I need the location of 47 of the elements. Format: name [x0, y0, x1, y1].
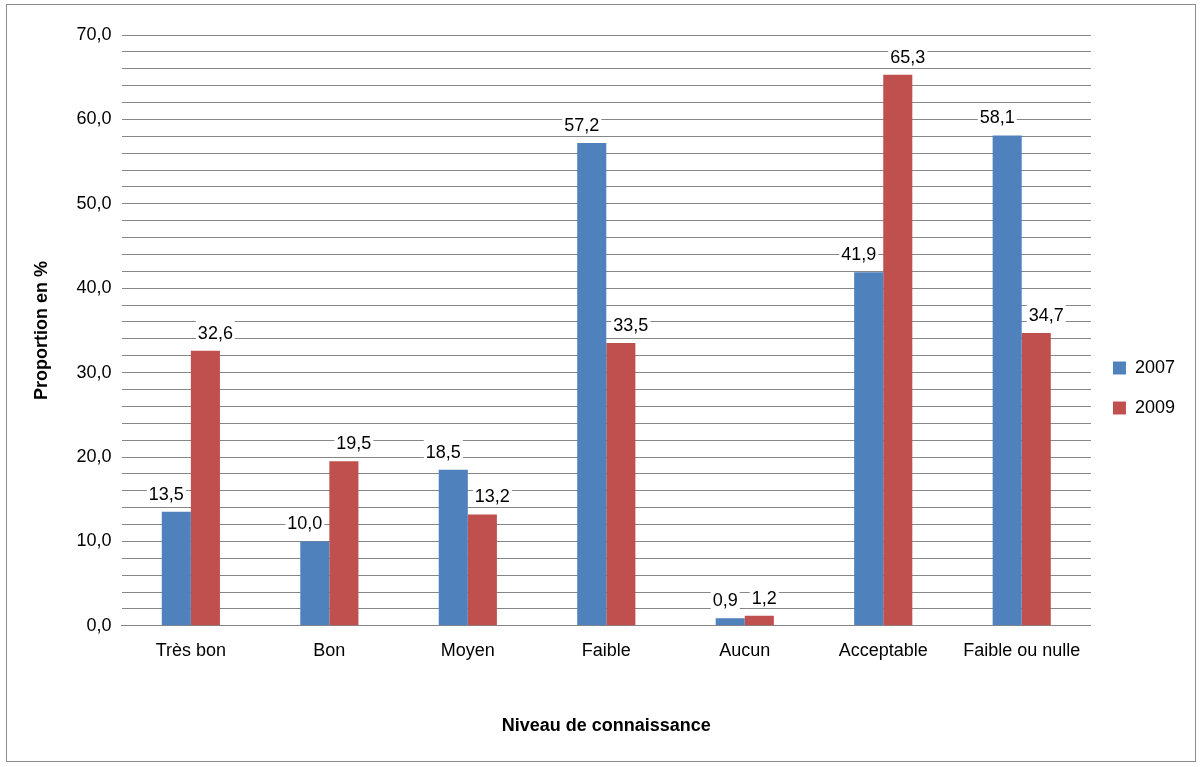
y-axis-title: Proportion en %: [30, 260, 51, 400]
data-label: 34,7: [1028, 304, 1064, 325]
x-tick-label: Faible: [581, 639, 631, 660]
x-tick-label: Bon: [313, 639, 346, 660]
x-axis-title: Niveau de connaissance: [501, 715, 711, 736]
bar: [329, 461, 359, 626]
x-tick-label: Aucun: [719, 639, 771, 660]
y-tick-label: 30,0: [76, 361, 112, 382]
data-label: 13,5: [148, 483, 184, 504]
data-label: 33,5: [613, 315, 649, 336]
bar: [883, 74, 913, 626]
legend-label: 2009: [1134, 396, 1175, 417]
data-label: 19,5: [336, 433, 372, 454]
y-tick-label: 60,0: [76, 108, 112, 129]
bar: [606, 343, 636, 626]
bar: [467, 514, 497, 626]
bar: [854, 272, 884, 626]
y-tick-label: 50,0: [76, 192, 112, 213]
data-label: 1,2: [751, 587, 777, 608]
data-label: 58,1: [979, 107, 1015, 128]
bar: [744, 615, 774, 626]
y-tick-label: 10,0: [76, 530, 112, 551]
data-label: 18,5: [425, 441, 461, 462]
bar: [190, 350, 220, 626]
bar: [715, 618, 745, 626]
data-label: 65,3: [890, 46, 926, 67]
bar: [992, 135, 1022, 626]
data-label: 41,9: [841, 244, 877, 265]
y-tick-label: 40,0: [76, 277, 112, 298]
data-label: 0,9: [712, 590, 738, 611]
data-label: 10,0: [287, 513, 323, 534]
y-tick-label: 0,0: [86, 614, 112, 635]
x-tick-label: Moyen: [440, 639, 495, 660]
legend-label: 2007: [1134, 356, 1175, 377]
bar: [161, 511, 191, 626]
data-label: 32,6: [197, 322, 233, 343]
x-tick-label: Très bon: [155, 639, 227, 660]
bar: [300, 541, 330, 626]
y-tick-label: 70,0: [76, 23, 112, 44]
bar: [1021, 332, 1051, 626]
y-tick-label: 20,0: [76, 445, 112, 466]
data-label: 13,2: [474, 486, 510, 507]
bar: [577, 143, 607, 626]
data-label: 57,2: [564, 115, 600, 135]
x-tick-label: Faible ou nulle: [963, 639, 1081, 660]
x-tick-label: Acceptable: [838, 639, 928, 660]
bar: [438, 469, 468, 626]
